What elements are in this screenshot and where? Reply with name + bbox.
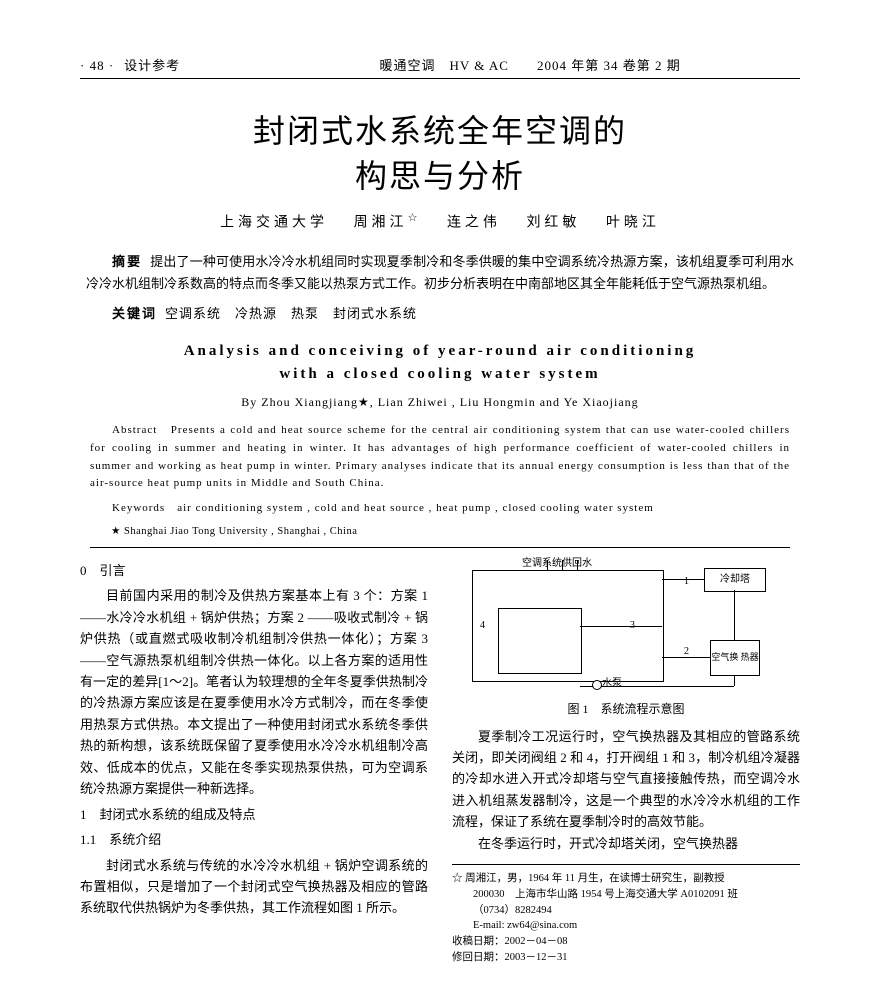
footnote-tel: （0734）8282494 (452, 903, 800, 919)
right-p1: 夏季制冷工况运行时，空气换热器及其相应的管路系统关闭，即关闭阀组 2 和 4，打… (452, 726, 800, 833)
keywords-zh: 关键词空调系统 冷热源 热泵 封闭式水系统 (86, 303, 794, 322)
chiller-box (498, 608, 582, 674)
figure-1-diagram: 空调系统供回水 冷却塔 1 冷凝器 蒸发器 4 3 空气换 热器 2 (452, 560, 792, 700)
valve-4: 4 (480, 618, 485, 635)
footnote-received: 收稿日期：2002－04－08 (452, 934, 800, 950)
right-column: 空调系统供回水 冷却塔 1 冷凝器 蒸发器 4 3 空气换 热器 2 (452, 556, 800, 966)
pump-icon (592, 680, 602, 690)
page-number: · 48 · (80, 58, 114, 74)
valve-1: 1 (684, 574, 689, 591)
right-p2: 在冬季运行时，开式冷却塔关闭，空气换热器 (452, 833, 800, 854)
author-1: 周湘江 (354, 215, 408, 230)
section-0-heading: 0 引言 (80, 560, 428, 581)
paper-title: 封闭式水系统全年空调的 构思与分析 (80, 109, 800, 199)
keywords-text: 空调系统 冷热源 热泵 封闭式水系统 (165, 306, 417, 321)
air-heat-exchanger-box: 空气换 热器 (710, 640, 760, 676)
author-2: 连之伟 (447, 215, 501, 230)
running-header: · 48 · 设计参考 暖通空调 HV & AC 2004 年第 34 卷第 2… (80, 55, 800, 79)
english-authors: By Zhou Xiangjiang★, Lian Zhiwei , Liu H… (80, 395, 800, 410)
section-1-1-heading: 1.1 系统介绍 (80, 829, 428, 850)
star-icon: ☆ (408, 212, 422, 224)
section-1-heading: 1 封闭式水系统的组成及特点 (80, 804, 428, 825)
cooling-tower-box: 冷却塔 (704, 568, 766, 592)
abstract-text: 提出了一种可使用水冷冷水机组同时实现夏季制冷和冬季供暖的集中空调系统冷热源方案，… (86, 254, 794, 291)
figure-1: 空调系统供回水 冷却塔 1 冷凝器 蒸发器 4 3 空气换 热器 2 (452, 560, 800, 720)
author-3: 刘红敏 (526, 215, 580, 230)
footnote-revised: 修回日期：2003－12－31 (452, 950, 800, 966)
eng-title-l1: Analysis and conceiving of year-round ai… (80, 340, 800, 363)
valve-2: 2 (684, 644, 689, 661)
keywords-label: 关键词 (112, 306, 157, 321)
footnote-bio: ☆ 周湘江，男，1964 年 11 月生，在读博士研究生，副教授 (452, 871, 800, 887)
eng-title-l2: with a closed cooling water system (80, 363, 800, 386)
footnote-address: 200030 上海市华山路 1954 号上海交通大学 A0102091 班 (452, 887, 800, 903)
title-line-1: 封闭式水系统全年空调的 (80, 109, 800, 154)
section-1-1-p1: 封闭式水系统与传统的水冷冷水机组 + 锅炉空调系统的布置相似，只是增加了一个封闭… (80, 855, 428, 919)
abstract-zh: 摘要提出了一种可使用水冷冷水机组同时实现夏季制冷和冬季供暖的集中空调系统冷热源方… (86, 251, 794, 295)
figure-1-caption: 图 1 系统流程示意图 (452, 700, 800, 720)
author-4: 叶晓江 (606, 215, 660, 230)
section-name: 设计参考 (124, 55, 180, 74)
english-keywords: Keywords air conditioning system , cold … (90, 499, 790, 515)
author-line: 上海交通大学 周湘江☆ 连之伟 刘红敏 叶晓江 (80, 211, 800, 232)
footnote-email: E-mail: zw64@sina.com (452, 918, 800, 934)
footnote-block: ☆ 周湘江，男，1964 年 11 月生，在读博士研究生，副教授 200030 … (452, 864, 800, 966)
english-abstract: Abstract Presents a cold and heat source… (90, 422, 790, 492)
english-affiliation: ★ Shanghai Jiao Tong University , Shangh… (90, 525, 790, 548)
top-label: 空调系统供回水 (522, 556, 592, 573)
section-0-p1: 目前国内采用的制冷及供热方案基本上有 3 个：方案 1 ——水冷冷水机组 + 锅… (80, 585, 428, 799)
pump-label: 水泵 (602, 676, 622, 693)
english-title: Analysis and conceiving of year-round ai… (80, 340, 800, 385)
affiliation-zh: 上海交通大学 (220, 215, 328, 230)
abstract-label: 摘要 (112, 254, 142, 269)
left-column: 0 引言 目前国内采用的制冷及供热方案基本上有 3 个：方案 1 ——水冷冷水机… (80, 556, 428, 966)
title-line-2: 构思与分析 (80, 154, 800, 199)
journal-info: 暖通空调 HV & AC 2004 年第 34 卷第 2 期 (379, 55, 680, 74)
body-columns: 0 引言 目前国内采用的制冷及供热方案基本上有 3 个：方案 1 ——水冷冷水机… (80, 556, 800, 966)
